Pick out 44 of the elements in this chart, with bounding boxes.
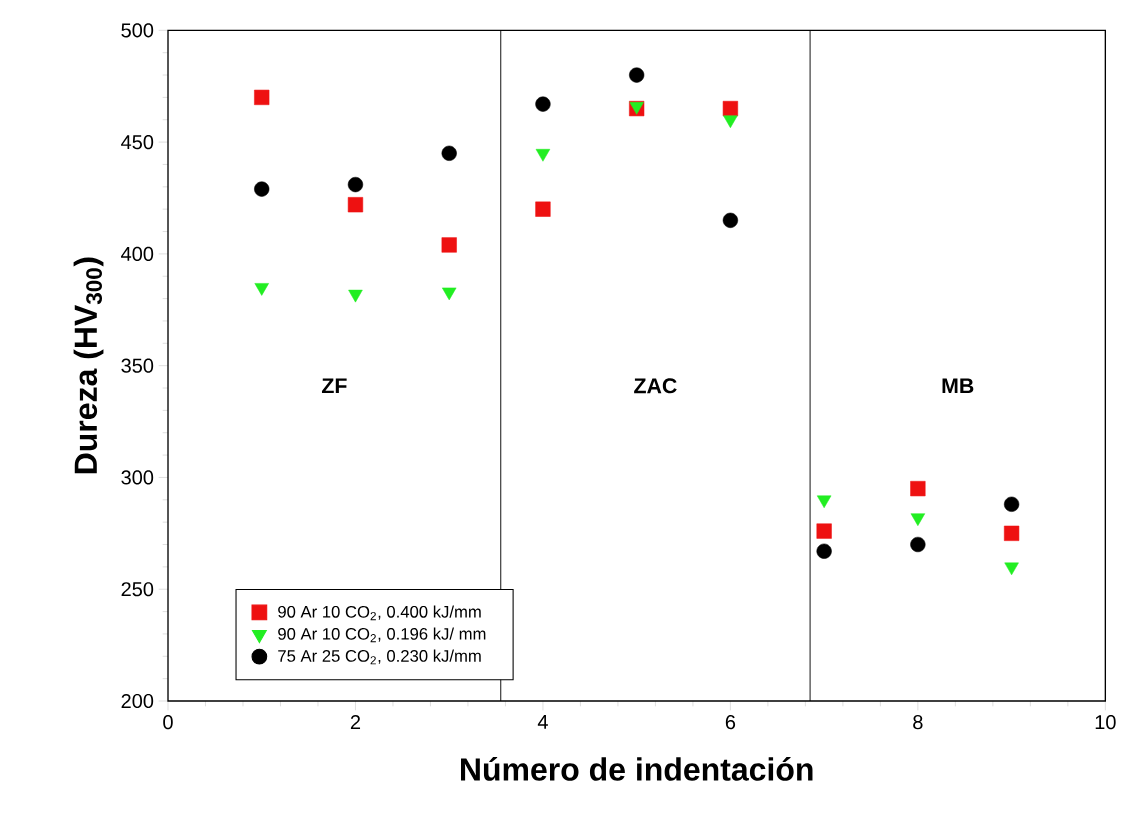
x-axis-title: Número de indentación <box>461 757 813 781</box>
x-tick-label: 0 <box>163 715 173 730</box>
annotation: ZAC <box>634 378 677 394</box>
y-tick-label: 300 <box>121 470 154 485</box>
point <box>441 237 457 253</box>
point <box>1004 496 1020 512</box>
x-tick-label: 4 <box>537 715 548 729</box>
y-tick-label: 200 <box>121 693 154 709</box>
legend-label: 90 Ar 10 CO$_{2}$, 0.196 kJ/ mm <box>278 627 486 643</box>
point <box>1004 525 1020 541</box>
y-tick-label: 500 <box>121 23 154 38</box>
point <box>910 536 926 553</box>
point <box>816 523 832 539</box>
point <box>535 201 551 217</box>
point <box>254 283 269 296</box>
point <box>347 176 364 193</box>
point <box>910 513 926 526</box>
point <box>347 197 364 213</box>
y-axis-title: Dureza (HV$_{300}$) <box>73 257 104 474</box>
annotation: MB <box>942 378 974 394</box>
point <box>1004 562 1019 576</box>
point <box>816 543 832 559</box>
point <box>629 67 645 83</box>
point <box>722 100 739 117</box>
point <box>442 287 457 301</box>
x-tick-label: 2 <box>350 715 361 730</box>
point <box>348 289 363 303</box>
x-tick-label: 6 <box>725 715 736 730</box>
annotation: ZF <box>321 378 347 394</box>
point <box>910 481 926 497</box>
point <box>254 89 270 105</box>
legend-label: 75 Ar 25 CO$_{2}$, 0.230 kJ/mm <box>278 649 481 665</box>
x-tick-label: 8 <box>913 715 923 730</box>
point <box>254 181 270 197</box>
x-tick-label: 10 <box>1095 715 1116 730</box>
point <box>816 495 832 509</box>
y-tick-label: 350 <box>121 358 154 373</box>
y-tick-label: 450 <box>121 135 154 150</box>
y-tick-label: 400 <box>121 246 154 261</box>
legend-label: 90 Ar 10 CO$_{2}$, 0.400 kJ/mm <box>278 605 481 621</box>
point <box>722 212 739 228</box>
y-tick-label: 250 <box>121 582 154 597</box>
point <box>441 145 457 161</box>
point <box>535 96 551 112</box>
